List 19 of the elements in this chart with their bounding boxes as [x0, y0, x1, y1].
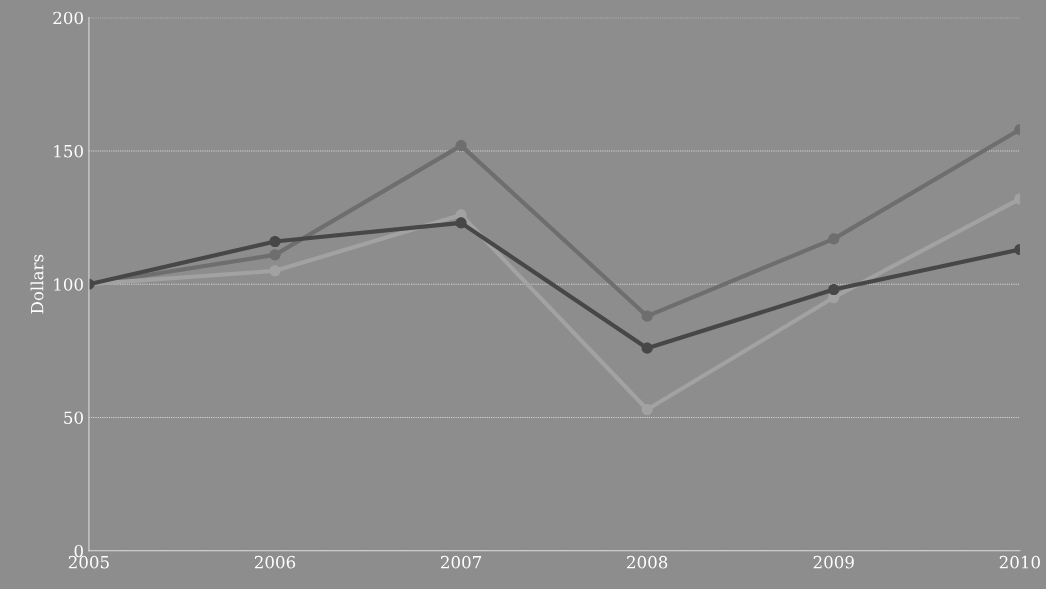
x-tick-label: 2010 [999, 555, 1040, 569]
point [828, 233, 840, 245]
point [828, 283, 840, 296]
x-tick-label: 2006 [254, 555, 296, 569]
y-tick-label: 100 [54, 278, 83, 291]
y-tick-label: 50 [64, 411, 83, 425]
y-tick-label: 150 [54, 144, 83, 158]
point [641, 342, 653, 354]
point [269, 249, 281, 261]
point [641, 310, 653, 322]
x-tick-label: 2009 [813, 555, 854, 569]
point [455, 140, 467, 152]
x-tick-label: 2008 [627, 555, 668, 569]
point [641, 403, 653, 416]
x-tick-label: 2007 [441, 555, 482, 569]
point [455, 217, 467, 229]
point [269, 235, 281, 248]
y-tick-label: 200 [53, 11, 83, 25]
y-axis-title: Dollars [30, 254, 44, 314]
